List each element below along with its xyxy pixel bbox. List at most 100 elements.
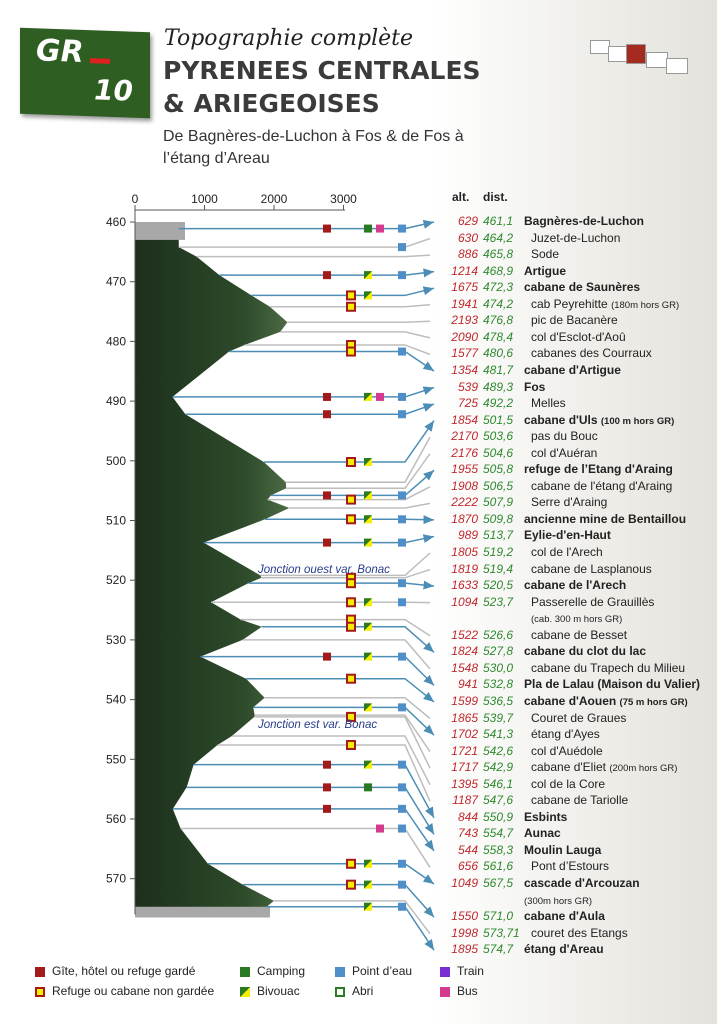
station-name-text: Melles	[531, 396, 566, 411]
water-legend-icon	[335, 966, 345, 977]
station-row: 1955 505,8 refuge de l’Etang d'Araing	[0, 462, 717, 478]
station-name-text: cabane de Tariolle	[531, 793, 629, 808]
camping-legend-icon	[240, 966, 250, 977]
bivouac-marker-icon	[364, 457, 372, 466]
station-row: 1599 536,5 cabane d'Aouen (75 m hors GR)	[0, 694, 717, 710]
station-name-text: cabane d'Artigue	[524, 362, 621, 377]
gite-legend-icon	[35, 966, 45, 977]
station-name-text: Artigue	[524, 263, 566, 278]
station-row: 2193 476,8 pic de Bacanère	[0, 313, 717, 329]
station-distance: 542,9	[483, 760, 514, 775]
station-name-text: cab Peyrehitte	[531, 296, 608, 311]
gite-marker-icon	[323, 652, 331, 661]
station-altitude: 1805	[451, 545, 478, 559]
station-leader-line	[273, 900, 431, 935]
station-name: pic de Bacanère	[524, 313, 618, 328]
profile-bottom-cap	[135, 906, 270, 918]
station-name: col de l'Arech	[524, 545, 603, 560]
abri-legend-icon	[335, 986, 345, 997]
station-row: 1550 571,0 cabane d'Aula	[0, 909, 717, 925]
station-row: 1854 501,5 cabane d'Uls (100 m hors GR)	[0, 413, 717, 429]
bivouac-marker-icon	[364, 880, 372, 889]
bivouac-marker-icon	[364, 598, 372, 607]
station-altitude: 1395	[451, 776, 478, 791]
title-line-1: PYRENEES CENTRALES	[163, 56, 481, 85]
station-row: 1805 519,2 col de l'Arech	[0, 545, 717, 561]
station-name: cascade d'Arcouzan	[524, 876, 640, 891]
station-note: (100 m hors GR)	[600, 415, 675, 427]
station-name-text: cabane d'Eliet	[531, 760, 607, 775]
station-altitude: 656	[457, 859, 478, 874]
station-distance: 539,7	[483, 710, 514, 725]
station-distance: 464,2	[483, 230, 514, 245]
station-altitude: 2176	[451, 445, 478, 460]
station-name: cabane de Tariolle	[524, 793, 628, 808]
station-name-text: cascade d'Arcouzan	[524, 876, 640, 890]
station-name: ancienne mine de Bentaillou	[524, 512, 686, 527]
tagline: Topographie complète	[164, 26, 413, 51]
gite-marker-icon	[323, 783, 331, 792]
station-name-text: Juzet-de-Luchon	[531, 230, 621, 245]
station-distance: 501,5	[483, 412, 514, 427]
title-line-2: & ARIEGEOISES	[163, 89, 380, 118]
legend-label: Point d’eau	[352, 964, 413, 978]
station-altitude: 2222	[451, 495, 478, 510]
station-altitude: 1854	[451, 412, 478, 427]
bivouac-marker-icon	[364, 538, 372, 547]
refuge-marker-icon	[346, 346, 356, 357]
station-altitude: 1998	[451, 925, 478, 940]
refuge-marker-icon	[346, 456, 356, 467]
station-name: pas du Bouc	[524, 429, 598, 444]
station-name-text: couret des Etangs	[531, 925, 628, 940]
station-name-text: Pla de Lalau (Maison du Valier)	[524, 677, 701, 692]
station-leader-line	[246, 677, 435, 703]
station-distance: 507,9	[483, 495, 514, 510]
camping-marker-icon	[364, 783, 372, 792]
legend-item-water: Point d’eau	[335, 964, 412, 979]
refuge-marker-icon	[346, 879, 356, 890]
station-altitude: 989	[457, 528, 478, 543]
refuge-marker-icon	[346, 597, 356, 608]
station-name-text: cabane de l'étang d'Araing	[531, 478, 673, 493]
station-name-text: Sode	[531, 247, 560, 262]
station-distance: 478,4	[483, 329, 514, 344]
station-leader-line	[286, 453, 431, 490]
station-leader-line	[287, 320, 431, 324]
station-name-text: cabane de Saunères	[524, 280, 641, 295]
water-marker-icon	[398, 824, 406, 833]
station-note: (300m hors GR)	[524, 895, 593, 907]
station-name: Pont d’Estours	[524, 859, 609, 874]
station-altitude: 1577	[451, 346, 478, 361]
station-name: cabane du Trapech du Milieu	[524, 661, 685, 676]
station-name: cabane d'Artigue	[524, 363, 621, 378]
water-marker-icon	[398, 804, 406, 813]
station-name-text: Couret de Graues	[531, 710, 627, 725]
water-marker-icon	[398, 703, 406, 712]
legend-label: Bus	[457, 984, 478, 998]
station-distance: 509,8	[483, 511, 514, 526]
station-name-text: cabane de Besset	[531, 627, 628, 642]
station-name-text: col d'Auéran	[531, 445, 598, 460]
station-name: Juzet-de-Luchon	[524, 231, 620, 246]
station-altitude: 1049	[451, 876, 478, 890]
station-name-text: Passerelle de Grauillès	[531, 594, 655, 609]
refuge-marker-icon	[346, 578, 356, 589]
station-name: Melles	[524, 396, 566, 411]
train-legend-icon	[440, 966, 450, 977]
station-distance: 520,5	[483, 578, 514, 593]
station-row: 656 561,6 Pont d’Estours	[0, 859, 717, 875]
station-name-text: Aunac	[524, 826, 561, 841]
station-name: Fos	[524, 380, 545, 395]
station-leader-line	[261, 568, 431, 579]
station-name-text: cabane d'Aouen	[524, 693, 617, 708]
legend-item-refuge: Refuge ou cabane non gardée	[35, 984, 214, 999]
station-name-text: cabane de l'Arech	[524, 578, 627, 593]
station-altitude: 725	[457, 396, 478, 411]
station-name: Sode	[524, 247, 559, 262]
legend-item-bus: Bus	[440, 984, 478, 999]
station-distance: 542,6	[483, 743, 514, 758]
station-distance: 503,6	[483, 429, 514, 444]
station-name: col de la Core	[524, 777, 605, 792]
legend-item-abri: Abri	[335, 984, 373, 999]
